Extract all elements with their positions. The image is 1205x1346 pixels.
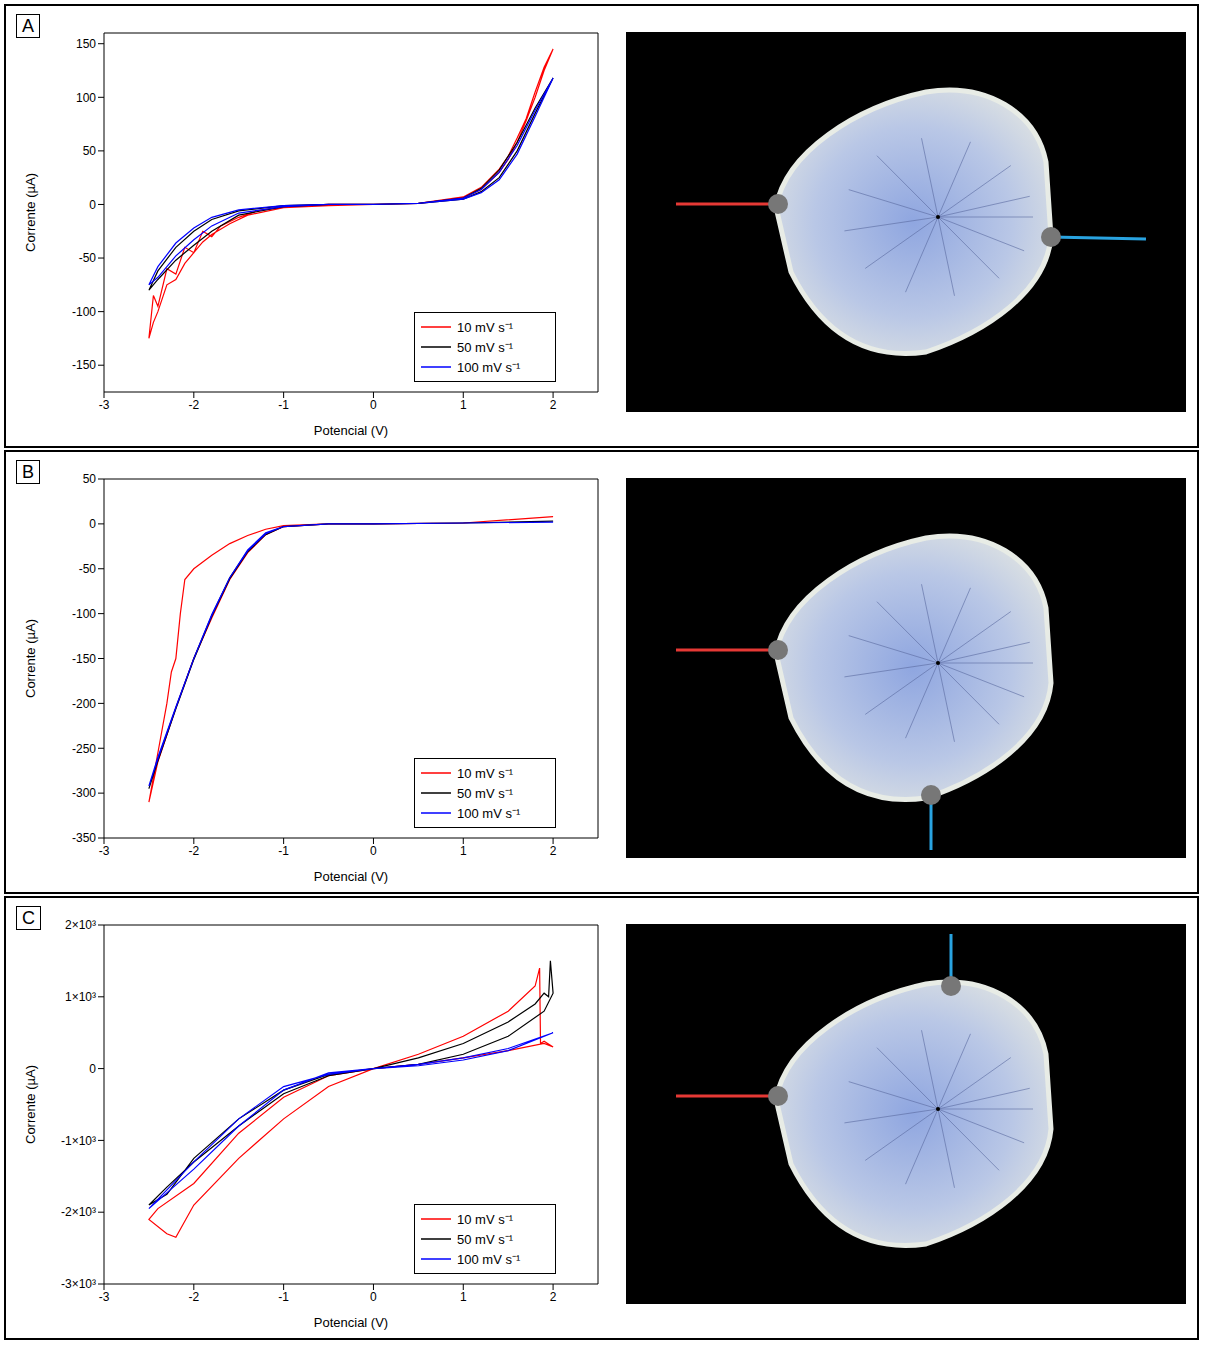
svg-text:0: 0 <box>370 398 377 412</box>
html-text:100 mV s⁻¹: 100 mV s⁻¹ <box>457 806 521 821</box>
svg-text:2: 2 <box>550 398 557 412</box>
svg-text:Potencial (V): Potencial (V) <box>314 1315 388 1330</box>
svg-text:0: 0 <box>370 1290 377 1304</box>
html-text:50 mV s⁻¹: 50 mV s⁻¹ <box>457 786 513 801</box>
svg-text:0: 0 <box>89 517 96 531</box>
svg-text:-150: -150 <box>72 358 96 372</box>
svg-text:0: 0 <box>370 844 377 858</box>
html-text:50 mV s⁻¹: 50 mV s⁻¹ <box>457 1232 513 1247</box>
svg-text:-150: -150 <box>72 652 96 666</box>
html-text:10 mV s⁻¹: 10 mV s⁻¹ <box>457 320 513 335</box>
svg-text:-2×10³: -2×10³ <box>61 1205 96 1219</box>
html-text:100 mV s⁻¹: 100 mV s⁻¹ <box>457 360 521 375</box>
html-text:B: B <box>22 462 34 482</box>
html-text:100 mV s⁻¹: 100 mV s⁻¹ <box>457 1252 521 1267</box>
svg-text:-300: -300 <box>72 786 96 800</box>
html-text:C: C <box>22 908 35 928</box>
svg-text:-2: -2 <box>188 1290 199 1304</box>
svg-text:100: 100 <box>76 91 96 105</box>
html-text:50 mV s⁻¹: 50 mV s⁻¹ <box>457 340 513 355</box>
html-text:A: A <box>22 16 34 36</box>
svg-text:Corrente (µA): Corrente (µA) <box>23 619 38 698</box>
svg-text:50: 50 <box>83 144 97 158</box>
svg-text:-100: -100 <box>72 305 96 319</box>
svg-text:-50: -50 <box>79 562 97 576</box>
svg-text:-50: -50 <box>79 251 97 265</box>
html-text:10 mV s⁻¹: 10 mV s⁻¹ <box>457 766 513 781</box>
svg-text:-1: -1 <box>278 398 289 412</box>
svg-text:-1×10³: -1×10³ <box>61 1134 96 1148</box>
svg-text:Corrente (µA): Corrente (µA) <box>23 1065 38 1144</box>
svg-text:2×10³: 2×10³ <box>65 918 96 932</box>
svg-text:1×10³: 1×10³ <box>65 990 96 1004</box>
svg-text:150: 150 <box>76 37 96 51</box>
svg-text:-2: -2 <box>188 844 199 858</box>
svg-text:-3: -3 <box>99 844 110 858</box>
svg-text:0: 0 <box>89 1062 96 1076</box>
html-text:10 mV s⁻¹: 10 mV s⁻¹ <box>457 1212 513 1227</box>
svg-text:-1: -1 <box>278 1290 289 1304</box>
svg-text:-2: -2 <box>188 398 199 412</box>
svg-text:-3: -3 <box>99 398 110 412</box>
svg-text:Potencial (V): Potencial (V) <box>314 869 388 884</box>
svg-text:2: 2 <box>550 1290 557 1304</box>
svg-text:Potencial (V): Potencial (V) <box>314 423 388 438</box>
svg-text:-200: -200 <box>72 697 96 711</box>
svg-text:-250: -250 <box>72 742 96 756</box>
svg-text:-100: -100 <box>72 607 96 621</box>
svg-text:-3×10³: -3×10³ <box>61 1277 96 1291</box>
svg-text:0: 0 <box>89 198 96 212</box>
svg-text:2: 2 <box>550 844 557 858</box>
svg-text:-350: -350 <box>72 831 96 845</box>
svg-text:Corrente (µA): Corrente (µA) <box>23 173 38 252</box>
svg-text:50: 50 <box>83 472 97 486</box>
svg-text:1: 1 <box>460 844 467 858</box>
svg-text:-3: -3 <box>99 1290 110 1304</box>
svg-text:1: 1 <box>460 398 467 412</box>
svg-text:1: 1 <box>460 1290 467 1304</box>
svg-text:-1: -1 <box>278 844 289 858</box>
